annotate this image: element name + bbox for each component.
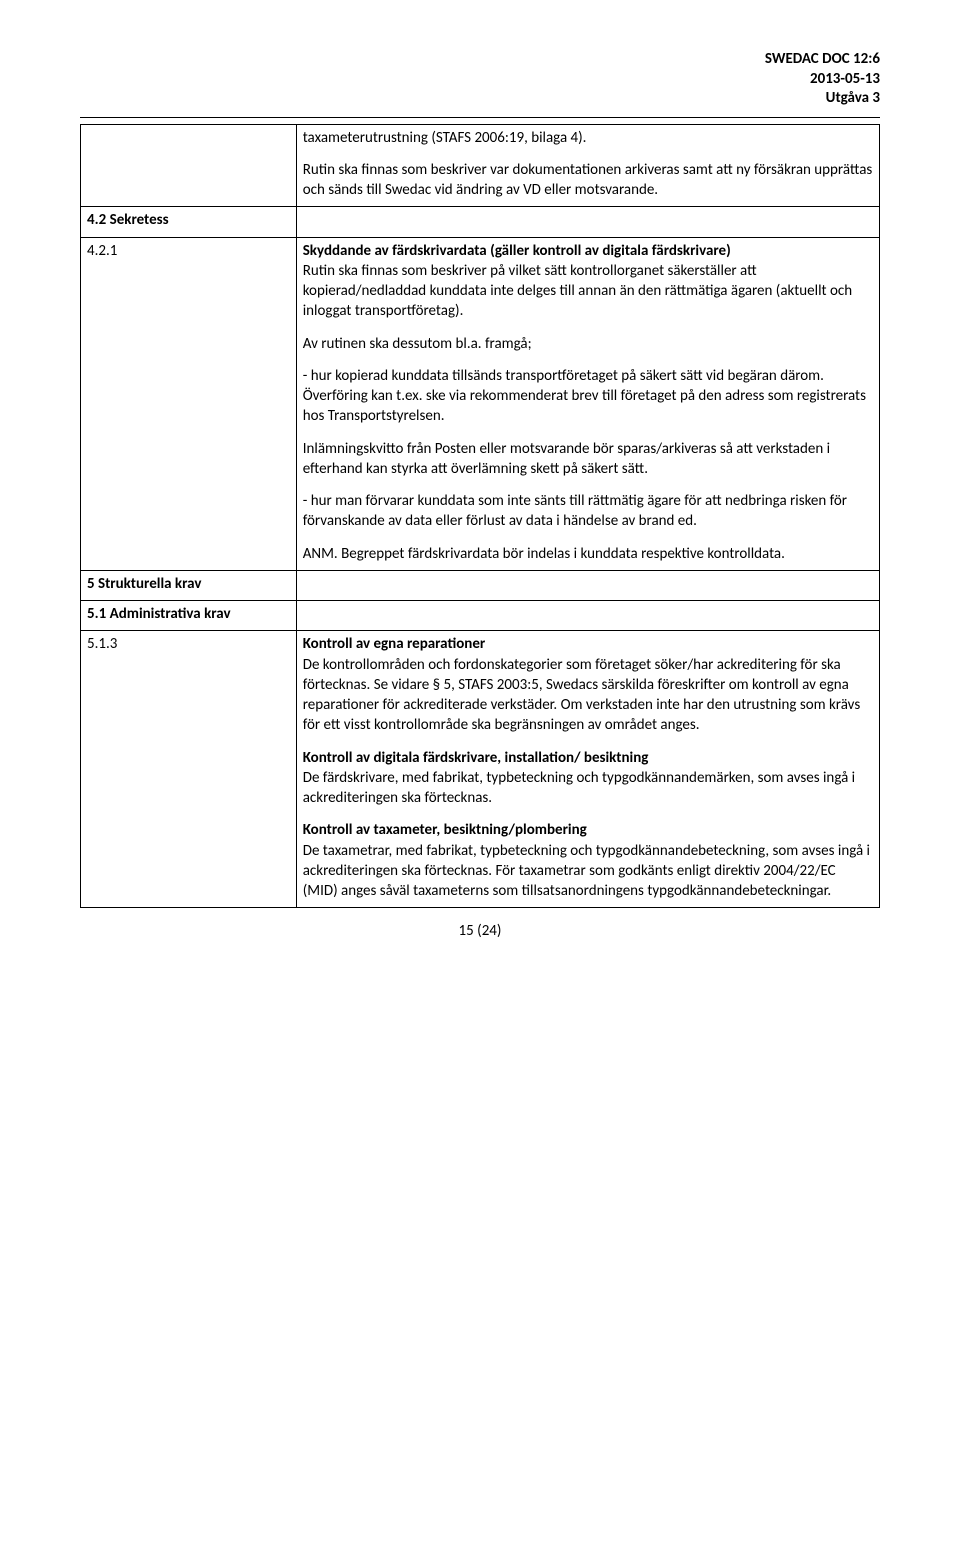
table-row: 5.1.3 Kontroll av egna reparationer De k…	[81, 631, 880, 908]
doc-edition: Utgåva 3	[80, 89, 880, 109]
subheading: Kontroll av digitala färdskrivare, insta…	[303, 749, 649, 767]
paragraph-text: Rutin ska finnas som beskriver på vilket…	[303, 262, 852, 321]
row-content: Skyddande av färdskrivardata (gäller kon…	[296, 237, 879, 570]
row-key	[81, 124, 297, 207]
row-key: 5.1 Administrativa krav	[81, 601, 297, 631]
row-content: taxameterutrustning (STAFS 2006:19, bila…	[296, 124, 879, 207]
subheading: Kontroll av taxameter, besiktning/plombe…	[303, 821, 587, 839]
table-row: 5.1 Administrativa krav	[81, 601, 880, 631]
row-key: 5.1.3	[81, 631, 297, 908]
paragraph: Kontroll av digitala färdskrivare, insta…	[303, 748, 873, 809]
row-key: 5 Strukturella krav	[81, 570, 297, 600]
row-key: 4.2 Sekretess	[81, 207, 297, 237]
table-row: 5 Strukturella krav	[81, 570, 880, 600]
paragraph: - hur kopierad kunddata tillsänds transp…	[303, 366, 873, 427]
row-content	[296, 207, 879, 237]
paragraph: Kontroll av taxameter, besiktning/plombe…	[303, 820, 873, 901]
row-content	[296, 601, 879, 631]
paragraph: - hur man förvarar kunddata som inte sän…	[303, 491, 873, 532]
row-content: Kontroll av egna reparationer De kontrol…	[296, 631, 879, 908]
paragraph: Skyddande av färdskrivardata (gäller kon…	[303, 241, 873, 322]
paragraph: ANM. Begreppet färdskrivardata bör indel…	[303, 544, 873, 564]
paragraph-text: De kontrollområden och fordonskategorier…	[303, 656, 861, 735]
paragraph: Av rutinen ska dessutom bl.a. framgå;	[303, 334, 873, 354]
table-row: 4.2 Sekretess	[81, 207, 880, 237]
subheading: Kontroll av egna reparationer	[303, 635, 486, 653]
paragraph: Kontroll av egna reparationer De kontrol…	[303, 634, 873, 735]
page: SWEDAC DOC 12:6 2013-05-13 Utgåva 3 taxa…	[0, 0, 960, 980]
paragraph: Inlämningskvitto från Posten eller motsv…	[303, 439, 873, 480]
page-footer: 15 (24)	[80, 922, 880, 940]
table-row: taxameterutrustning (STAFS 2006:19, bila…	[81, 124, 880, 207]
header-rule	[80, 117, 880, 118]
table-row: 4.2.1 Skyddande av färdskrivardata (gäll…	[81, 237, 880, 570]
row-content	[296, 570, 879, 600]
row-key: 4.2.1	[81, 237, 297, 570]
paragraph-text: De färdskrivare, med fabrikat, typbeteck…	[303, 769, 855, 807]
paragraph-text: De taxametrar, med fabrikat, typbeteckni…	[303, 842, 870, 901]
paragraph: Rutin ska finnas som beskriver var dokum…	[303, 160, 873, 201]
document-table: taxameterutrustning (STAFS 2006:19, bila…	[80, 124, 880, 909]
subheading: Skyddande av färdskrivardata (gäller kon…	[303, 242, 731, 260]
header-block: SWEDAC DOC 12:6 2013-05-13 Utgåva 3	[80, 50, 880, 109]
paragraph: taxameterutrustning (STAFS 2006:19, bila…	[303, 128, 873, 148]
doc-ref: SWEDAC DOC 12:6	[80, 50, 880, 70]
doc-date: 2013-05-13	[80, 70, 880, 90]
